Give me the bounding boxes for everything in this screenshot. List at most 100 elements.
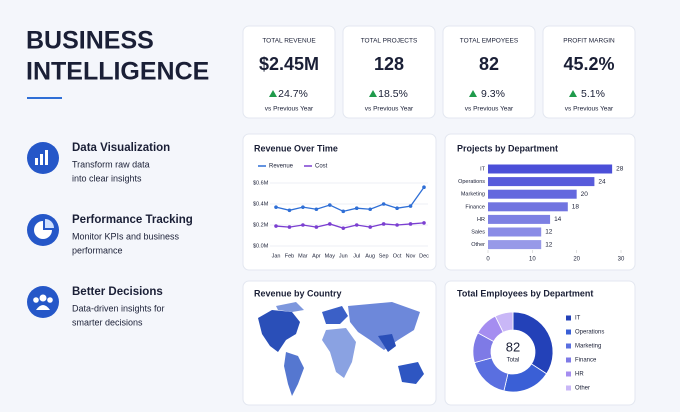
- y-tick-label: Other: [471, 242, 485, 248]
- map-region: [284, 352, 304, 396]
- line-point: [274, 205, 278, 209]
- y-tick-label: $0.4M: [253, 201, 269, 207]
- x-tick-label: 20: [573, 257, 580, 263]
- up-arrow: [369, 90, 377, 97]
- feature-text: into clear insights: [72, 173, 142, 183]
- feature-text: Data-driven insights for: [72, 303, 165, 313]
- icon-part: [39, 294, 47, 302]
- line-point: [381, 202, 386, 206]
- legend-label: IT: [575, 316, 581, 322]
- line-point: [301, 205, 305, 209]
- kpi-card: [442, 25, 536, 119]
- x-tick-label: 30: [618, 257, 625, 263]
- y-tick-label: Finance: [465, 204, 485, 210]
- kpi-card: [342, 25, 436, 119]
- feature-text: Monitor KPIs and business: [72, 231, 180, 241]
- title-underline: [27, 97, 62, 99]
- x-tick-label: Dec: [419, 253, 429, 259]
- chart-card: [444, 133, 636, 271]
- bar: [488, 214, 551, 224]
- line-point: [301, 223, 305, 227]
- x-tick-label: Jul: [353, 253, 360, 259]
- legend-label: Marketing: [575, 344, 601, 350]
- bar-label: 12: [545, 241, 553, 248]
- map-region: [276, 302, 304, 312]
- line-point: [287, 225, 292, 229]
- legend-label: Cost: [315, 164, 328, 170]
- x-tick-label: 0: [486, 257, 490, 263]
- kpi-value: $2.45M: [259, 54, 319, 74]
- chart-card: [242, 133, 437, 271]
- kpi-note: vs Previous Year: [465, 106, 514, 113]
- x-tick-label: Jun: [339, 253, 348, 259]
- legend-swatch: [566, 357, 571, 363]
- line-point: [395, 206, 399, 210]
- line-point: [354, 223, 359, 227]
- legend-swatch: [566, 385, 571, 391]
- x-tick-label: 10: [529, 257, 536, 263]
- donut-center-value: 82: [506, 339, 520, 354]
- donut-slice: [494, 311, 514, 333]
- line-point: [328, 222, 332, 226]
- line-point: [408, 204, 413, 208]
- icon-part: [47, 297, 53, 303]
- line-point: [368, 225, 372, 229]
- y-tick-label: $0.2M: [253, 222, 269, 228]
- bar: [488, 202, 568, 212]
- bar: [488, 177, 595, 187]
- line-point: [408, 222, 413, 226]
- line-point: [314, 207, 319, 212]
- kpi-card: [542, 25, 636, 119]
- x-tick-label: Mar: [298, 253, 308, 259]
- line-point: [354, 206, 359, 210]
- feature-icon: [27, 286, 59, 318]
- x-tick-label: Jan: [272, 253, 281, 259]
- legend-label: Other: [575, 386, 590, 392]
- kpi-value: 45.2%: [563, 54, 614, 74]
- kpi-label: PROFIT MARGIN: [563, 38, 615, 45]
- x-tick-label: Sep: [379, 253, 389, 259]
- y-tick-label: Sales: [471, 229, 485, 235]
- icon-part: [35, 158, 38, 165]
- line-point: [274, 224, 278, 228]
- kpi-note: vs Previous Year: [265, 106, 314, 113]
- line-point: [341, 226, 346, 230]
- up-arrow: [469, 90, 477, 97]
- line-point: [422, 185, 426, 189]
- donut-center-label: Total: [507, 358, 520, 364]
- kpi-note: vs Previous Year: [365, 106, 414, 113]
- icon-part: [34, 221, 52, 239]
- bar-label: 28: [616, 166, 624, 173]
- x-tick-label: Feb: [285, 253, 294, 259]
- kpi-card: [242, 25, 336, 119]
- x-tick-label: Apr: [312, 253, 321, 259]
- y-tick-label: IT: [480, 166, 486, 172]
- icon-part: [45, 150, 48, 165]
- bar: [488, 227, 542, 237]
- feature-title: Performance Tracking: [72, 214, 193, 226]
- legend-label: Revenue: [269, 164, 294, 170]
- kpi-label: TOTAL REVENUE: [262, 38, 316, 45]
- icon-part: [45, 219, 54, 228]
- x-tick-label: Aug: [365, 253, 375, 259]
- y-tick-label: $0.0M: [253, 243, 269, 249]
- x-tick-label: Oct: [393, 253, 402, 259]
- bar-label: 18: [572, 204, 580, 211]
- legend-swatch: [566, 371, 571, 377]
- chart-title: Revenue by Country: [254, 288, 342, 298]
- line-series: [275, 222, 425, 229]
- legend-swatch: [566, 343, 571, 349]
- y-tick-label: $0.6M: [253, 180, 269, 186]
- title: INTELLIGENCE: [26, 58, 209, 86]
- map-region: [398, 362, 424, 384]
- line-point: [368, 207, 372, 212]
- map-region: [322, 328, 356, 378]
- map-region: [258, 310, 300, 352]
- bar: [488, 240, 542, 250]
- y-tick-label: Marketing: [461, 192, 485, 198]
- bar: [488, 189, 577, 199]
- line-point: [287, 208, 292, 213]
- kpi-label: TOTAL PROJECTS: [361, 38, 418, 45]
- legend-label: Operations: [575, 330, 604, 336]
